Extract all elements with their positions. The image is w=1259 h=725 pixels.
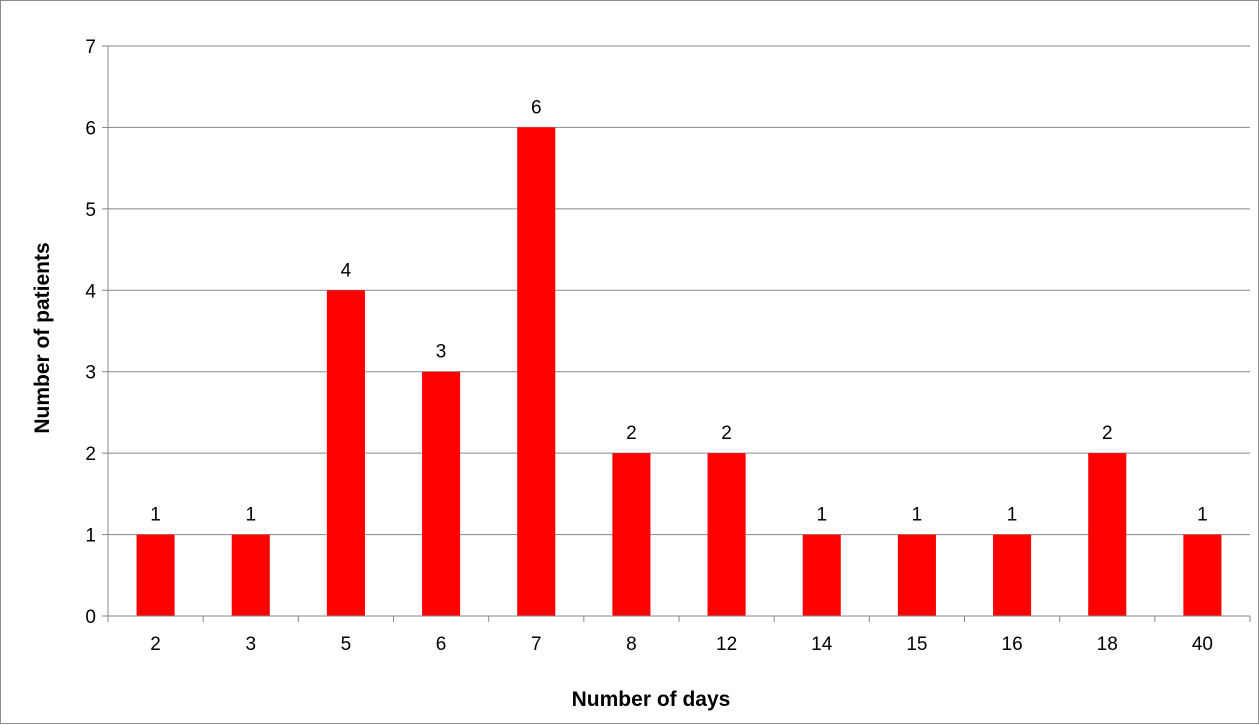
bar-7 [517, 127, 556, 616]
y-tick-label: 6 [85, 118, 96, 139]
x-tick-label: 18 [1097, 634, 1118, 655]
x-tick-label: 8 [626, 634, 637, 655]
x-tick-label: 2 [150, 634, 161, 655]
x-tick-label: 14 [811, 634, 833, 655]
data-label-2: 1 [150, 505, 161, 526]
data-label-12: 2 [721, 423, 732, 444]
bar-18 [1088, 453, 1127, 616]
bar-3 [231, 534, 270, 616]
gridlines [108, 45, 1250, 536]
data-label-7: 6 [531, 97, 542, 118]
y-tick-label: 3 [85, 363, 96, 384]
x-tick-label: 7 [531, 634, 542, 655]
y-tick-label: 7 [85, 37, 96, 58]
x-axis-title: Number of days [572, 688, 731, 711]
bar-8 [612, 453, 651, 616]
y-tick-label: 0 [85, 607, 96, 628]
x-tick-label: 16 [1002, 634, 1023, 655]
data-label-3: 1 [245, 505, 256, 526]
y-tick-label: 4 [85, 281, 96, 302]
bars [136, 127, 1222, 616]
x-tick-label: 3 [245, 634, 256, 655]
x-tick-label: 5 [341, 634, 352, 655]
x-tick-label: 12 [716, 634, 737, 655]
data-label-8: 2 [626, 423, 637, 444]
x-tick-label: 6 [436, 634, 447, 655]
data-label-18: 2 [1102, 423, 1113, 444]
y-axis-title: Number of patients [31, 242, 54, 433]
data-labels: 1 1 4 3 6 2 2 1 1 1 2 1 [150, 97, 1207, 525]
bar-15 [897, 534, 936, 616]
x-tick-label: 15 [906, 634, 927, 655]
bar-14 [802, 534, 841, 616]
bar-5 [326, 290, 365, 616]
y-tick-label: 5 [85, 200, 96, 221]
bar-16 [993, 534, 1032, 616]
data-label-16: 1 [1007, 505, 1018, 526]
data-label-14: 1 [816, 505, 827, 526]
bar-12 [707, 453, 746, 616]
data-label-6: 3 [436, 342, 447, 363]
bar-2 [136, 534, 175, 616]
y-tick-label: 2 [85, 444, 96, 465]
x-tick-label: 40 [1192, 634, 1213, 655]
data-label-5: 4 [341, 260, 352, 281]
data-label-40: 1 [1197, 505, 1208, 526]
bar-6 [422, 371, 461, 616]
y-tick-label: 1 [85, 526, 96, 547]
data-label-15: 1 [912, 505, 923, 526]
bar-40 [1183, 534, 1222, 616]
